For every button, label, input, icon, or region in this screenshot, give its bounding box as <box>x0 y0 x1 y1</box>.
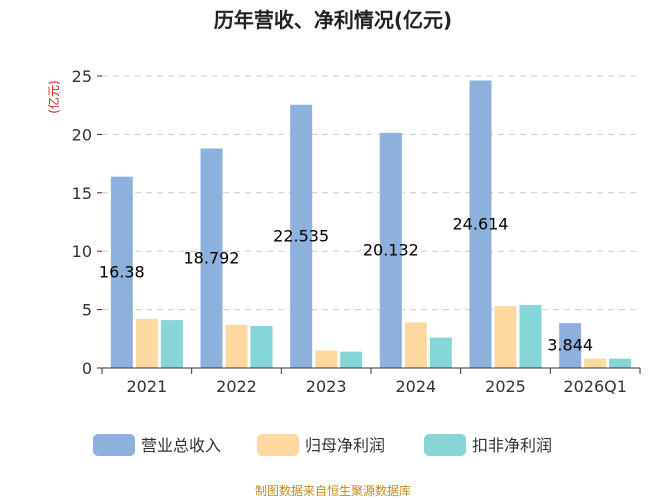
y-tick-label: 0 <box>82 359 92 378</box>
y-axis-ticks: 0 5 10 15 20 25 <box>72 67 102 378</box>
y-tick-label: 25 <box>72 67 92 86</box>
legend-swatch <box>424 434 466 456</box>
data-label: 22.535 <box>273 226 329 245</box>
bar <box>135 318 158 368</box>
bar <box>225 324 248 368</box>
x-axis-ticks: 2021 2022 2023 2024 2025 2026Q1 <box>101 368 641 396</box>
x-tick-label: 2026Q1 <box>563 377 627 396</box>
legend-swatch <box>257 434 299 456</box>
y-axis-label: (亿元) <box>46 80 61 113</box>
bar <box>429 337 452 368</box>
bar <box>379 132 402 368</box>
x-tick-label: 2024 <box>395 377 436 396</box>
x-tick-label: 2021 <box>126 377 167 396</box>
bar <box>469 80 492 368</box>
data-label: 24.614 <box>453 214 509 233</box>
chart-title: 历年营收、净利情况(亿元) <box>214 8 452 32</box>
bar <box>609 358 632 368</box>
x-tick-label: 2023 <box>306 377 347 396</box>
source-note: 制图数据来自恒生聚源数据库 <box>255 483 411 498</box>
bar <box>290 104 313 368</box>
y-tick-label: 15 <box>72 184 92 203</box>
bar <box>250 325 273 368</box>
data-label: 3.844 <box>547 336 593 355</box>
x-tick-label: 2022 <box>216 377 257 396</box>
y-tick-label: 5 <box>82 301 92 320</box>
data-label: 20.132 <box>363 240 419 259</box>
legend-label: 营业总收入 <box>141 436 221 455</box>
x-tick-label: 2025 <box>485 377 526 396</box>
legend: 营业总收入 归母净利润 扣非净利润 <box>93 434 552 456</box>
bar <box>160 320 183 368</box>
legend-label: 归母净利润 <box>305 436 385 455</box>
bar <box>110 176 133 368</box>
data-label: 18.792 <box>184 248 240 267</box>
bars <box>110 80 632 368</box>
legend-label: 扣非净利润 <box>472 436 552 455</box>
y-tick-label: 20 <box>72 125 92 144</box>
bar <box>559 323 582 368</box>
legend-swatch <box>93 434 135 456</box>
data-label: 16.38 <box>99 262 145 281</box>
bar <box>200 148 223 368</box>
bar <box>519 304 542 368</box>
bar <box>404 322 427 368</box>
bar <box>315 350 338 368</box>
bar <box>584 358 607 368</box>
data-labels: 16.38 18.792 22.535 20.132 24.614 3.844 <box>99 214 593 354</box>
bar <box>340 351 363 368</box>
y-tick-label: 10 <box>72 242 92 261</box>
gridlines <box>102 75 640 311</box>
bar <box>494 306 517 368</box>
